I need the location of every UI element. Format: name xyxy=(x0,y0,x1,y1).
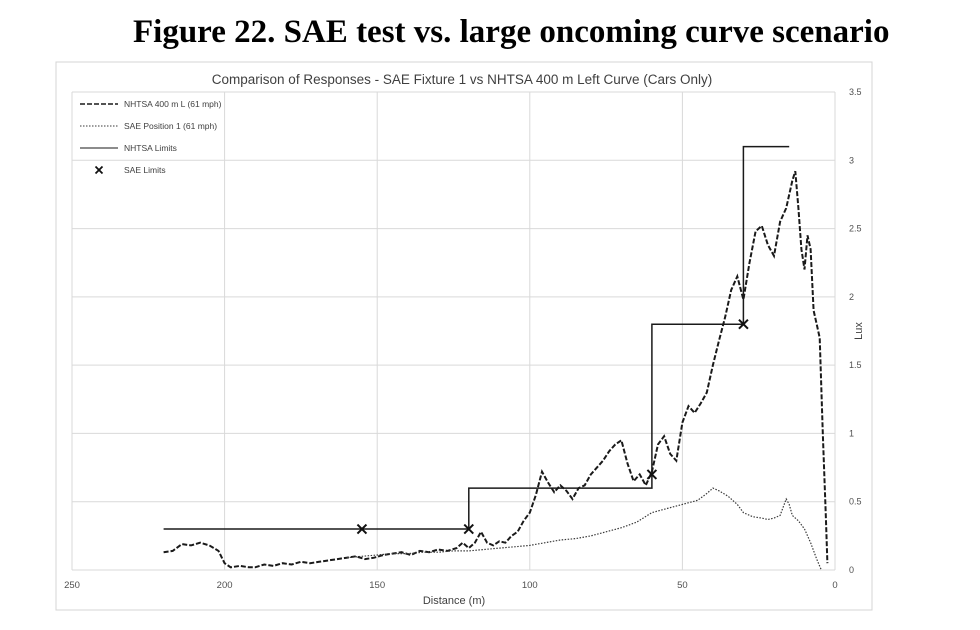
series-group xyxy=(163,145,829,571)
y-tick-label: 1 xyxy=(849,428,854,438)
legend-label-sae-limits: SAE Limits xyxy=(124,165,166,175)
series-nhtsa-400-m-l-61-mph-line xyxy=(163,170,829,569)
x-tick-label: 100 xyxy=(522,580,538,591)
series-sae-position-1-61-mph-line xyxy=(346,487,822,571)
y-tick-label: 3 xyxy=(849,155,854,165)
y-tick-label: 0 xyxy=(849,565,854,575)
x-tick-label: 250 xyxy=(64,580,80,591)
x-tick-label: 50 xyxy=(677,580,688,591)
chart-frame xyxy=(55,61,873,611)
y-tick-label: 3.5 xyxy=(849,87,862,97)
marker-stroke xyxy=(646,469,658,480)
tick-labels: 250 200 150 100 50 0 0 0.5 1 1.5 2 2.5 3 3.5 xyxy=(64,87,861,591)
marker-stroke xyxy=(94,165,104,175)
x-tick-label: 150 xyxy=(369,580,385,591)
legend-label-nhtsa-400-m-l-61-mph: NHTSA 400 m L (61 mph) xyxy=(124,99,222,109)
y-tick-label: 1.5 xyxy=(849,360,862,370)
series-sae-limits-point xyxy=(356,523,368,535)
legend-label-sae-position-1-61-mph: SAE Position 1 (61 mph) xyxy=(124,121,217,131)
x-tick-label: 200 xyxy=(217,580,233,591)
marker-stroke xyxy=(738,318,749,330)
gridlines xyxy=(71,91,836,571)
series-sae-limits-point xyxy=(738,318,749,330)
series-sae-limits-point xyxy=(646,469,658,480)
y-tick-label: 2 xyxy=(849,292,854,302)
chart-title: Comparison of Responses - SAE Fixture 1 … xyxy=(212,72,712,87)
legend-label-nhtsa-limits: NHTSA Limits xyxy=(124,143,177,153)
legend: NHTSA 400 m L (61 mph) SAE Position 1 (61… xyxy=(80,99,222,175)
figure-title: Figure 22. SAE test vs. large oncoming c… xyxy=(133,14,890,50)
marker-stroke xyxy=(463,523,474,535)
y-tick-label: 2.5 xyxy=(849,224,862,234)
y-axis-label: Lux xyxy=(853,322,865,340)
series-nhtsa-limits-line xyxy=(163,145,790,530)
series-sae-limits-point xyxy=(463,523,474,535)
marker-stroke xyxy=(356,523,368,535)
x-tick-label: 0 xyxy=(832,580,837,591)
legend-swatch-sae-limits xyxy=(94,165,104,175)
x-axis-label: Distance (m) xyxy=(423,595,485,607)
y-tick-label: 0.5 xyxy=(849,497,862,507)
